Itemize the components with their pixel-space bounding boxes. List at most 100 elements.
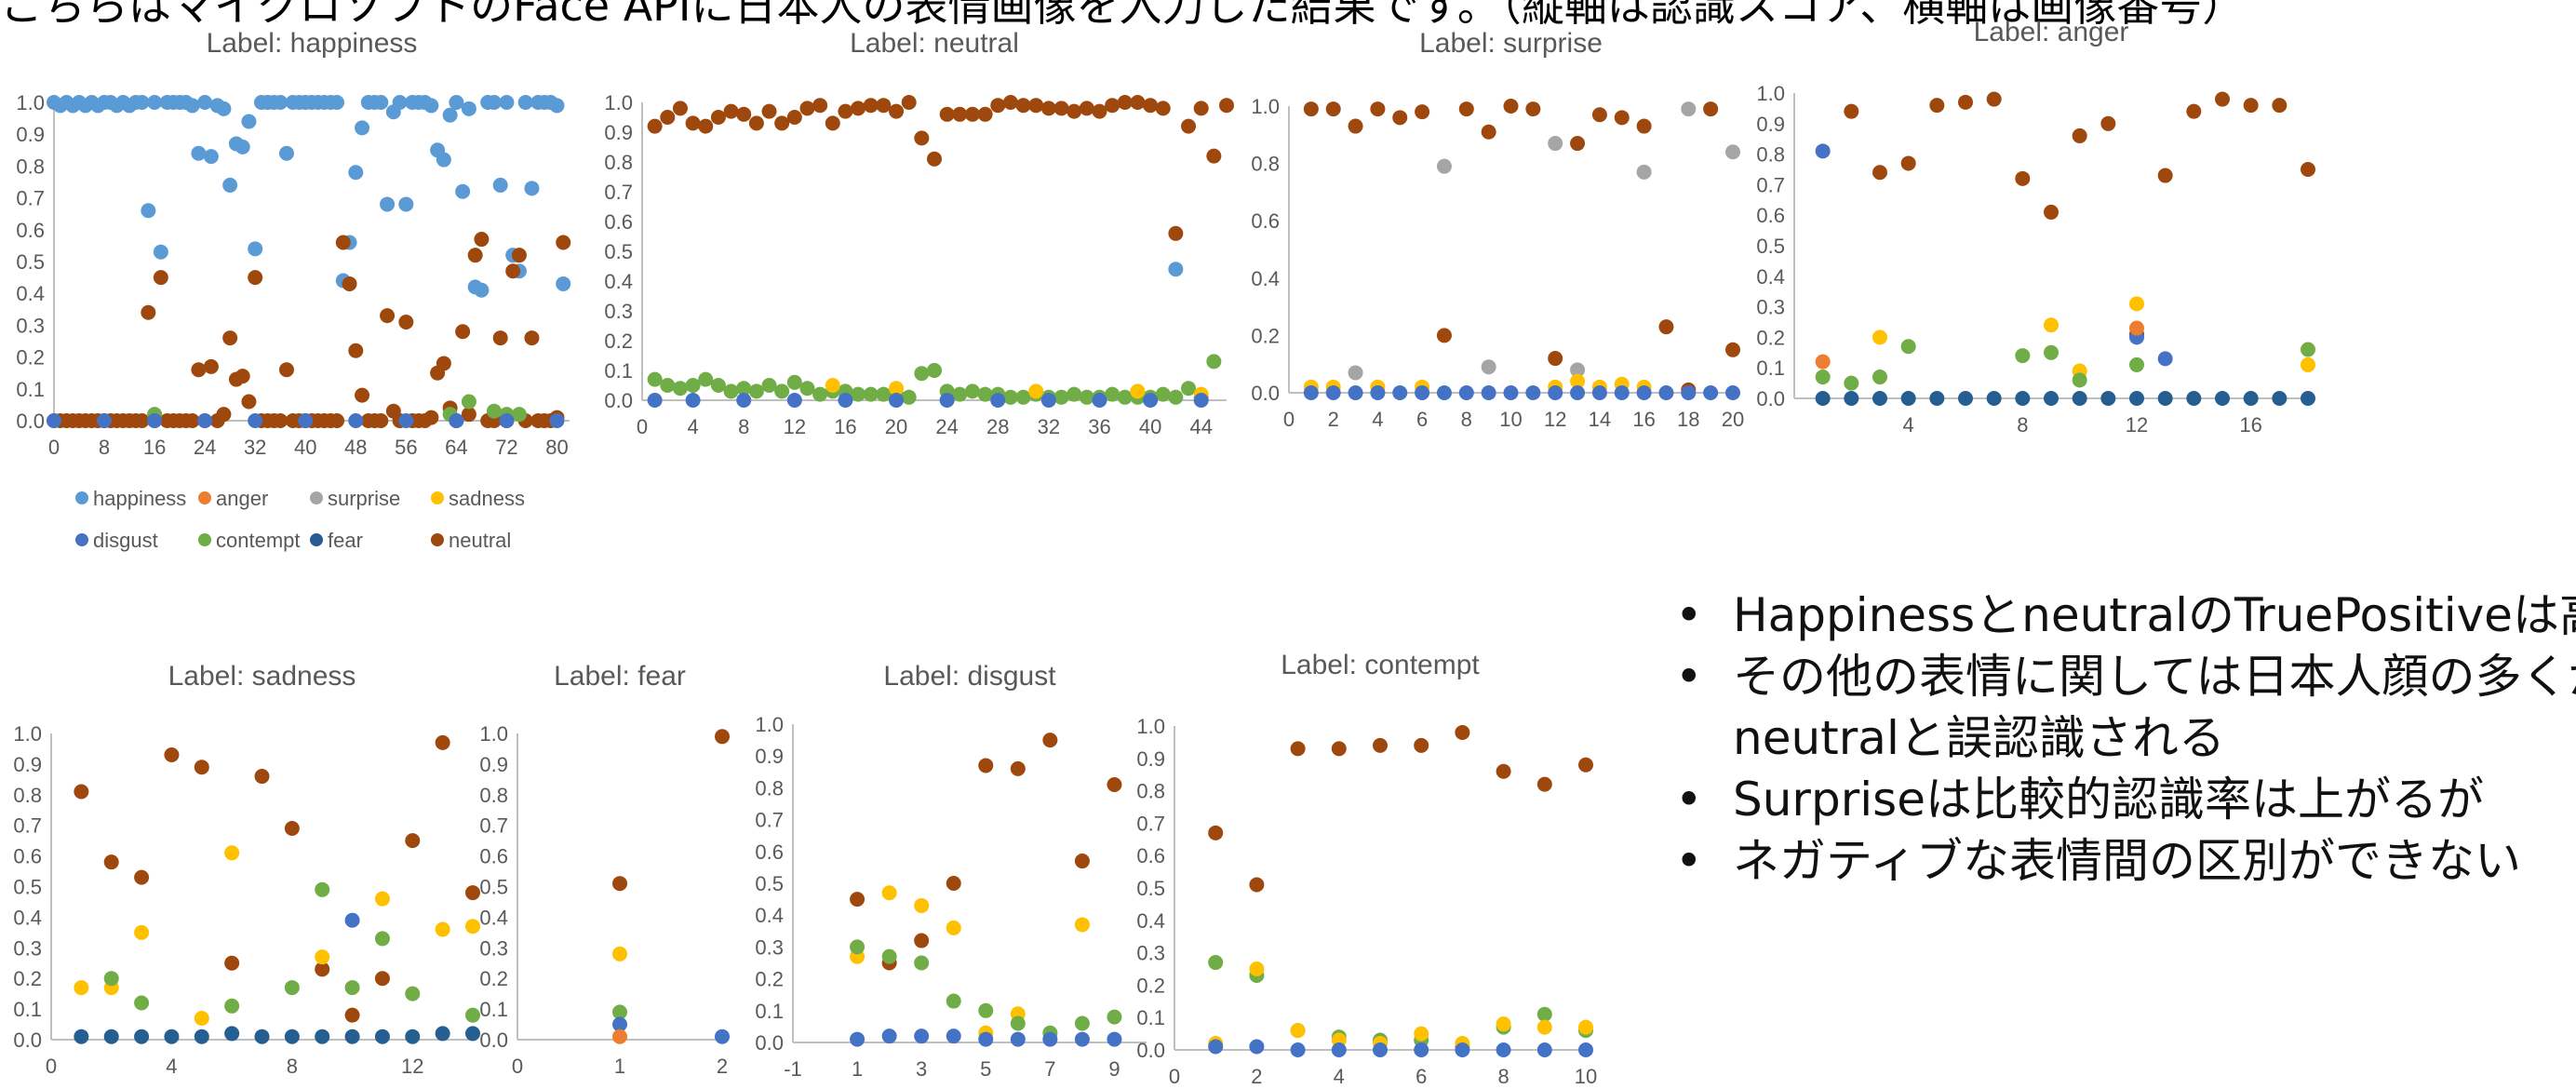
data-point-neutral — [710, 110, 726, 125]
data-point-fear — [405, 1028, 421, 1044]
x-tick-label: 48 — [344, 436, 367, 459]
data-point-happiness — [1168, 262, 1184, 277]
data-point-happiness — [449, 95, 464, 110]
data-point-contempt — [685, 378, 701, 393]
data-point-sadness — [914, 897, 930, 913]
x-tick-label: 16 — [143, 436, 166, 459]
legend-label: happiness — [93, 487, 186, 510]
data-point-disgust — [449, 413, 464, 428]
data-point-contempt — [748, 383, 764, 399]
data-point-neutral — [1872, 165, 1887, 181]
data-point-contempt — [1010, 1015, 1026, 1031]
data-point-neutral — [435, 734, 450, 750]
data-point-contempt — [461, 394, 476, 410]
y-tick-label: 0.5 — [16, 250, 45, 274]
data-point-fear — [284, 1028, 300, 1044]
y-tick-label: 0.0 — [1251, 382, 1280, 405]
data-point-contempt — [486, 403, 502, 419]
data-point-fear — [2015, 391, 2031, 406]
x-tick-label: 80 — [545, 436, 568, 459]
data-point-sadness — [1414, 1026, 1429, 1042]
y-tick-label: 0.2 — [1136, 974, 1165, 997]
legend-label: neutral — [449, 529, 511, 552]
data-point-contempt — [465, 1007, 480, 1023]
x-tick-label: -1 — [784, 1057, 802, 1081]
data-point-neutral — [1040, 101, 1056, 116]
data-point-neutral — [612, 876, 627, 892]
data-point-contempt — [1536, 1006, 1552, 1022]
y-tick-label: 0.9 — [479, 753, 508, 776]
data-point-surprise — [1548, 136, 1563, 152]
data-point-contempt — [786, 374, 802, 390]
y-tick-label: 0.9 — [604, 121, 633, 144]
data-point-fear — [2301, 391, 2315, 406]
data-point-contempt — [344, 980, 360, 996]
data-point-sadness — [1028, 383, 1044, 399]
data-point-happiness — [486, 95, 502, 110]
y-tick-label: 0.7 — [13, 814, 42, 838]
data-point-neutral — [2100, 115, 2116, 131]
y-tick-label: 0.4 — [13, 906, 42, 929]
data-point-neutral — [134, 869, 150, 885]
bullet-list: HappinessとneutralのTruePositiveは高い その他の表情… — [1675, 585, 2576, 892]
data-point-neutral — [1053, 101, 1069, 116]
data-point-neutral — [927, 151, 942, 167]
data-point-neutral — [194, 760, 209, 775]
data-point-neutral — [825, 115, 840, 131]
data-point-happiness — [373, 95, 389, 110]
y-tick-label: 0.6 — [16, 219, 45, 242]
chart-title: Label: contempt — [1281, 650, 1480, 680]
data-point-neutral — [1578, 757, 1593, 773]
y-tick-label: 0.6 — [1251, 209, 1280, 233]
data-point-happiness — [197, 95, 213, 110]
data-point-neutral — [1481, 124, 1496, 140]
data-point-neutral — [1325, 101, 1341, 117]
legend-marker — [75, 491, 88, 504]
data-point-neutral — [964, 106, 980, 122]
data-point-disgust — [248, 413, 263, 428]
data-point-disgust — [1325, 385, 1341, 400]
x-tick-label: 6 — [1416, 408, 1428, 431]
data-point-disgust — [499, 413, 515, 428]
data-point-neutral — [492, 330, 508, 346]
data-point-neutral — [1392, 110, 1408, 126]
data-point-sadness — [612, 946, 627, 961]
x-tick-label: 12 — [784, 415, 806, 438]
data-point-contempt — [2072, 372, 2087, 388]
data-point-contempt — [761, 378, 777, 393]
data-point-neutral — [1042, 733, 1058, 748]
data-point-disgust — [685, 393, 701, 408]
data-point-neutral — [335, 235, 351, 250]
legend-label: contempt — [216, 529, 301, 552]
chart-panel: Label: neutral 0.0 0.1 0.2 0.3 0.4 0.5 0.6 0.7 0.… — [604, 28, 1234, 438]
data-point-neutral — [1219, 98, 1234, 114]
data-point-fear — [2215, 391, 2230, 406]
legend-label: sadness — [449, 487, 525, 510]
data-point-neutral — [1015, 98, 1031, 114]
data-point-fear — [194, 1028, 209, 1044]
data-point-disgust — [1392, 385, 1408, 400]
y-tick-label: 0.8 — [16, 155, 45, 178]
data-point-contempt — [2129, 356, 2144, 372]
x-tick-label: 7 — [1044, 1057, 1055, 1081]
data-point-sadness — [74, 980, 89, 996]
data-point-anger — [2129, 320, 2144, 336]
legend-label: disgust — [93, 529, 158, 552]
y-tick-label: 0.7 — [604, 181, 633, 204]
y-tick-label: 0.0 — [16, 410, 45, 433]
data-point-sadness — [2301, 356, 2315, 372]
y-tick-label: 1.0 — [1251, 95, 1280, 118]
data-point-contempt — [1181, 381, 1197, 397]
data-point-happiness — [517, 95, 533, 110]
data-point-fear — [103, 1028, 119, 1044]
data-point-contempt — [2044, 344, 2059, 360]
chart-panel: Label: fear 0.0 0.1 0.2 0.3 0.4 0.5 0.6 0.7 0.8 0.… — [479, 661, 730, 1078]
data-point-neutral — [952, 106, 968, 122]
data-point-disgust — [978, 1031, 994, 1047]
data-point-happiness — [248, 241, 263, 257]
data-point-neutral — [344, 1007, 360, 1023]
x-tick-label: 32 — [1038, 415, 1060, 438]
data-point-neutral — [1725, 342, 1740, 357]
y-tick-label: 0.9 — [16, 123, 45, 146]
y-tick-label: 0.2 — [479, 967, 508, 990]
